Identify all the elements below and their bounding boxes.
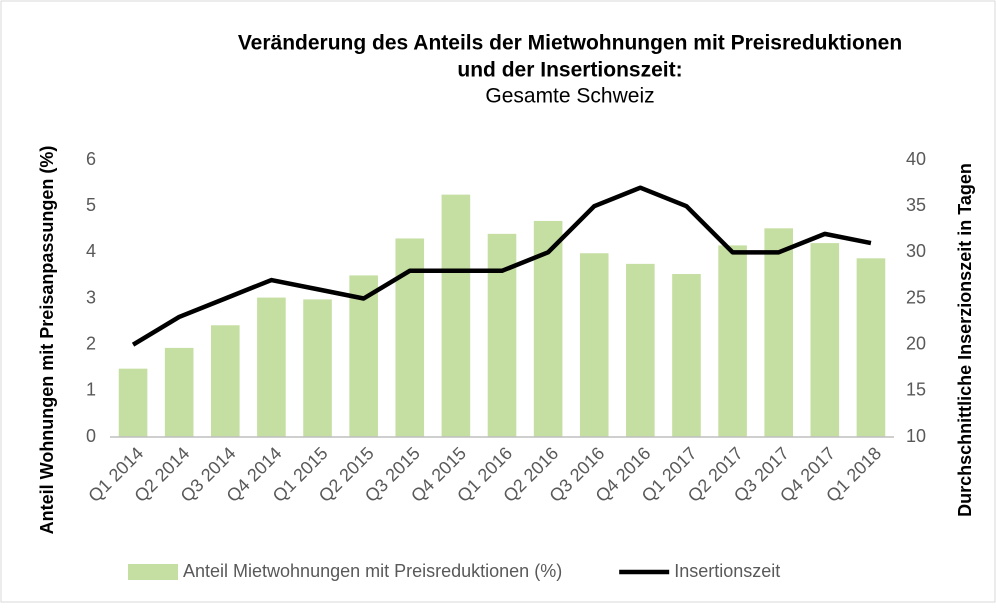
bar — [210, 325, 240, 437]
bar — [118, 368, 148, 437]
bar — [395, 238, 425, 437]
bar — [487, 233, 517, 437]
y-tick-label: 1 — [86, 380, 96, 400]
bar — [856, 258, 886, 437]
y-tick-label: 4 — [86, 241, 96, 261]
legend-swatch — [128, 564, 178, 580]
y-tick-label: 6 — [86, 149, 96, 169]
y2-tick-label: 20 — [906, 333, 926, 353]
y-tick-label: 0 — [86, 426, 96, 446]
y-axis-label: Anteil Wohnungen mit Preisanpassungen (%… — [37, 146, 57, 535]
bar — [349, 275, 378, 437]
chart-title: Veränderung des Anteils der Mietwohnunge… — [238, 32, 902, 55]
y2-tick-label: 15 — [906, 380, 926, 400]
y2-axis-label: Durchschnittliche Inserzionszeit in Tage… — [955, 163, 975, 517]
bar — [810, 243, 840, 437]
bar — [718, 245, 747, 437]
chart-subtitle: Gesamte Schweiz — [485, 85, 654, 108]
y2-tick-label: 25 — [906, 287, 926, 307]
chart-title: und der Insertionszeit: — [457, 59, 682, 82]
y-tick-label: 3 — [86, 287, 96, 307]
bar — [303, 299, 332, 437]
bar — [164, 347, 194, 437]
y2-tick-label: 10 — [906, 426, 926, 446]
bar — [441, 194, 471, 437]
bar — [579, 253, 609, 437]
legend-label: Insertionszeit — [674, 561, 780, 581]
bar — [672, 274, 701, 437]
line — [131, 185, 872, 347]
y-tick-label: 5 — [86, 195, 96, 215]
y2-tick-label: 30 — [906, 241, 926, 261]
y2-tick-label: 40 — [906, 149, 926, 169]
y2-tick-label: 35 — [906, 195, 926, 215]
y-tick-label: 2 — [86, 333, 96, 353]
bar — [257, 297, 286, 437]
bar — [626, 263, 655, 437]
bar — [764, 228, 794, 437]
legend-label: Anteil Mietwohnungen mit Preisreduktione… — [183, 561, 562, 581]
